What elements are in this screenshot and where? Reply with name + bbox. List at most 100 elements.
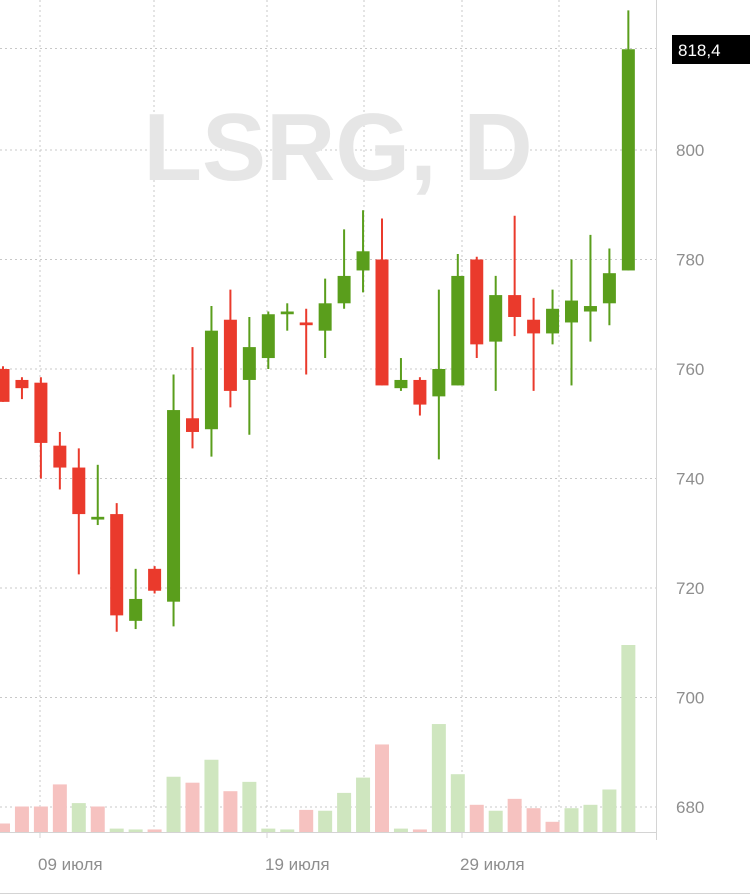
candle-body-2 (34, 382, 48, 443)
volume-bar-23 (431, 724, 446, 832)
volume-bar-17 (318, 810, 333, 832)
candle-body-23 (432, 369, 446, 397)
candles (0, 10, 635, 632)
candle-body-19 (356, 251, 370, 271)
y-tick-label-3: 740 (676, 470, 704, 489)
volume-bar-13 (242, 781, 257, 832)
volume-bar-8 (147, 829, 162, 832)
candle-32 (602, 248, 616, 326)
volume-bar-27 (507, 798, 522, 832)
volume-bar-26 (488, 810, 503, 832)
last-price-tag: 818,4 (672, 35, 750, 64)
y-tick-label-5: 780 (676, 251, 704, 270)
candle-body-26 (489, 295, 503, 342)
candle-29 (546, 289, 560, 345)
volume-bar-6 (109, 828, 124, 832)
candle-7 (129, 568, 143, 630)
candle-body-30 (565, 300, 578, 323)
y-tick-label-2: 720 (676, 579, 704, 598)
candle-body-27 (508, 295, 522, 317)
volume-bars (0, 645, 636, 832)
volume-bar-10 (185, 782, 200, 832)
candle-body-6 (110, 514, 124, 616)
volume-bar-20 (375, 744, 389, 832)
candle-body-29 (546, 308, 560, 334)
volume-bar-7 (128, 829, 143, 832)
candle-13 (242, 316, 256, 435)
candle-body-14 (261, 314, 275, 359)
candle-body-31 (583, 306, 597, 312)
x-tick-label-2: 29 июля (460, 855, 525, 874)
candle-24 (451, 254, 465, 386)
volume-bar-2 (33, 806, 48, 832)
candle-body-22 (413, 379, 427, 405)
volume-bar-32 (602, 789, 617, 832)
last-price-label: 818,4 (678, 41, 721, 60)
candle-body-5 (91, 516, 105, 520)
candle-body-3 (53, 445, 67, 468)
volume-bar-25 (469, 804, 484, 832)
candle-11 (204, 306, 218, 457)
candle-0 (0, 366, 10, 402)
grid-lines (0, 0, 656, 832)
y-tick-label-6: 800 (676, 141, 704, 160)
candle-8 (148, 566, 162, 594)
candle-18 (337, 229, 351, 309)
candle-10 (186, 347, 199, 449)
y-tick-label-4: 760 (676, 360, 704, 379)
candle-19 (356, 210, 370, 293)
candle-15 (280, 303, 294, 331)
candle-body-9 (167, 410, 181, 602)
candle-body-4 (72, 467, 86, 515)
candle-22 (413, 377, 427, 416)
candle-33 (621, 10, 635, 271)
candle-body-20 (375, 259, 389, 386)
volume-bar-30 (564, 808, 579, 832)
candle-27 (508, 215, 522, 337)
candle-body-7 (129, 598, 143, 621)
candle-body-33 (621, 49, 635, 271)
volume-bar-22 (412, 829, 427, 832)
candle-4 (72, 448, 86, 575)
candle-body-21 (394, 379, 408, 389)
volume-bar-3 (52, 784, 67, 832)
y-tick-label-1: 700 (676, 689, 704, 708)
candle-body-11 (204, 330, 218, 430)
candle-1 (15, 377, 29, 400)
candle-31 (583, 234, 597, 342)
candle-2 (34, 377, 48, 479)
candle-body-8 (148, 568, 162, 591)
candle-body-10 (186, 418, 199, 432)
candle-body-24 (451, 275, 465, 386)
volume-bar-18 (337, 792, 352, 832)
candle-26 (489, 275, 503, 391)
candle-9 (167, 374, 181, 627)
chart-watermark: LSRG, D (143, 94, 532, 201)
volume-bar-1 (14, 806, 29, 832)
candle-body-0 (0, 369, 10, 402)
volume-bar-15 (280, 829, 295, 832)
candle-28 (527, 297, 541, 391)
candle-23 (432, 289, 446, 460)
candle-body-16 (299, 322, 313, 326)
candle-body-25 (470, 259, 484, 345)
candle-body-15 (280, 311, 294, 315)
candle-25 (470, 256, 484, 359)
volume-bar-28 (526, 808, 541, 832)
volume-bar-5 (90, 806, 105, 832)
volume-bar-14 (261, 828, 276, 832)
volume-bar-33 (621, 645, 636, 832)
volume-bar-24 (450, 774, 465, 832)
candle-5 (91, 464, 105, 526)
volume-bar-21 (393, 828, 408, 832)
candle-20 (375, 218, 389, 386)
volume-bar-9 (166, 776, 181, 832)
x-tick-label-0: 09 июля (38, 855, 103, 874)
y-tick-label-0: 680 (676, 798, 704, 817)
last-price-tag-bg (672, 35, 750, 64)
volume-bar-19 (356, 777, 371, 832)
volume-bar-29 (545, 821, 560, 832)
candle-30 (565, 259, 578, 386)
